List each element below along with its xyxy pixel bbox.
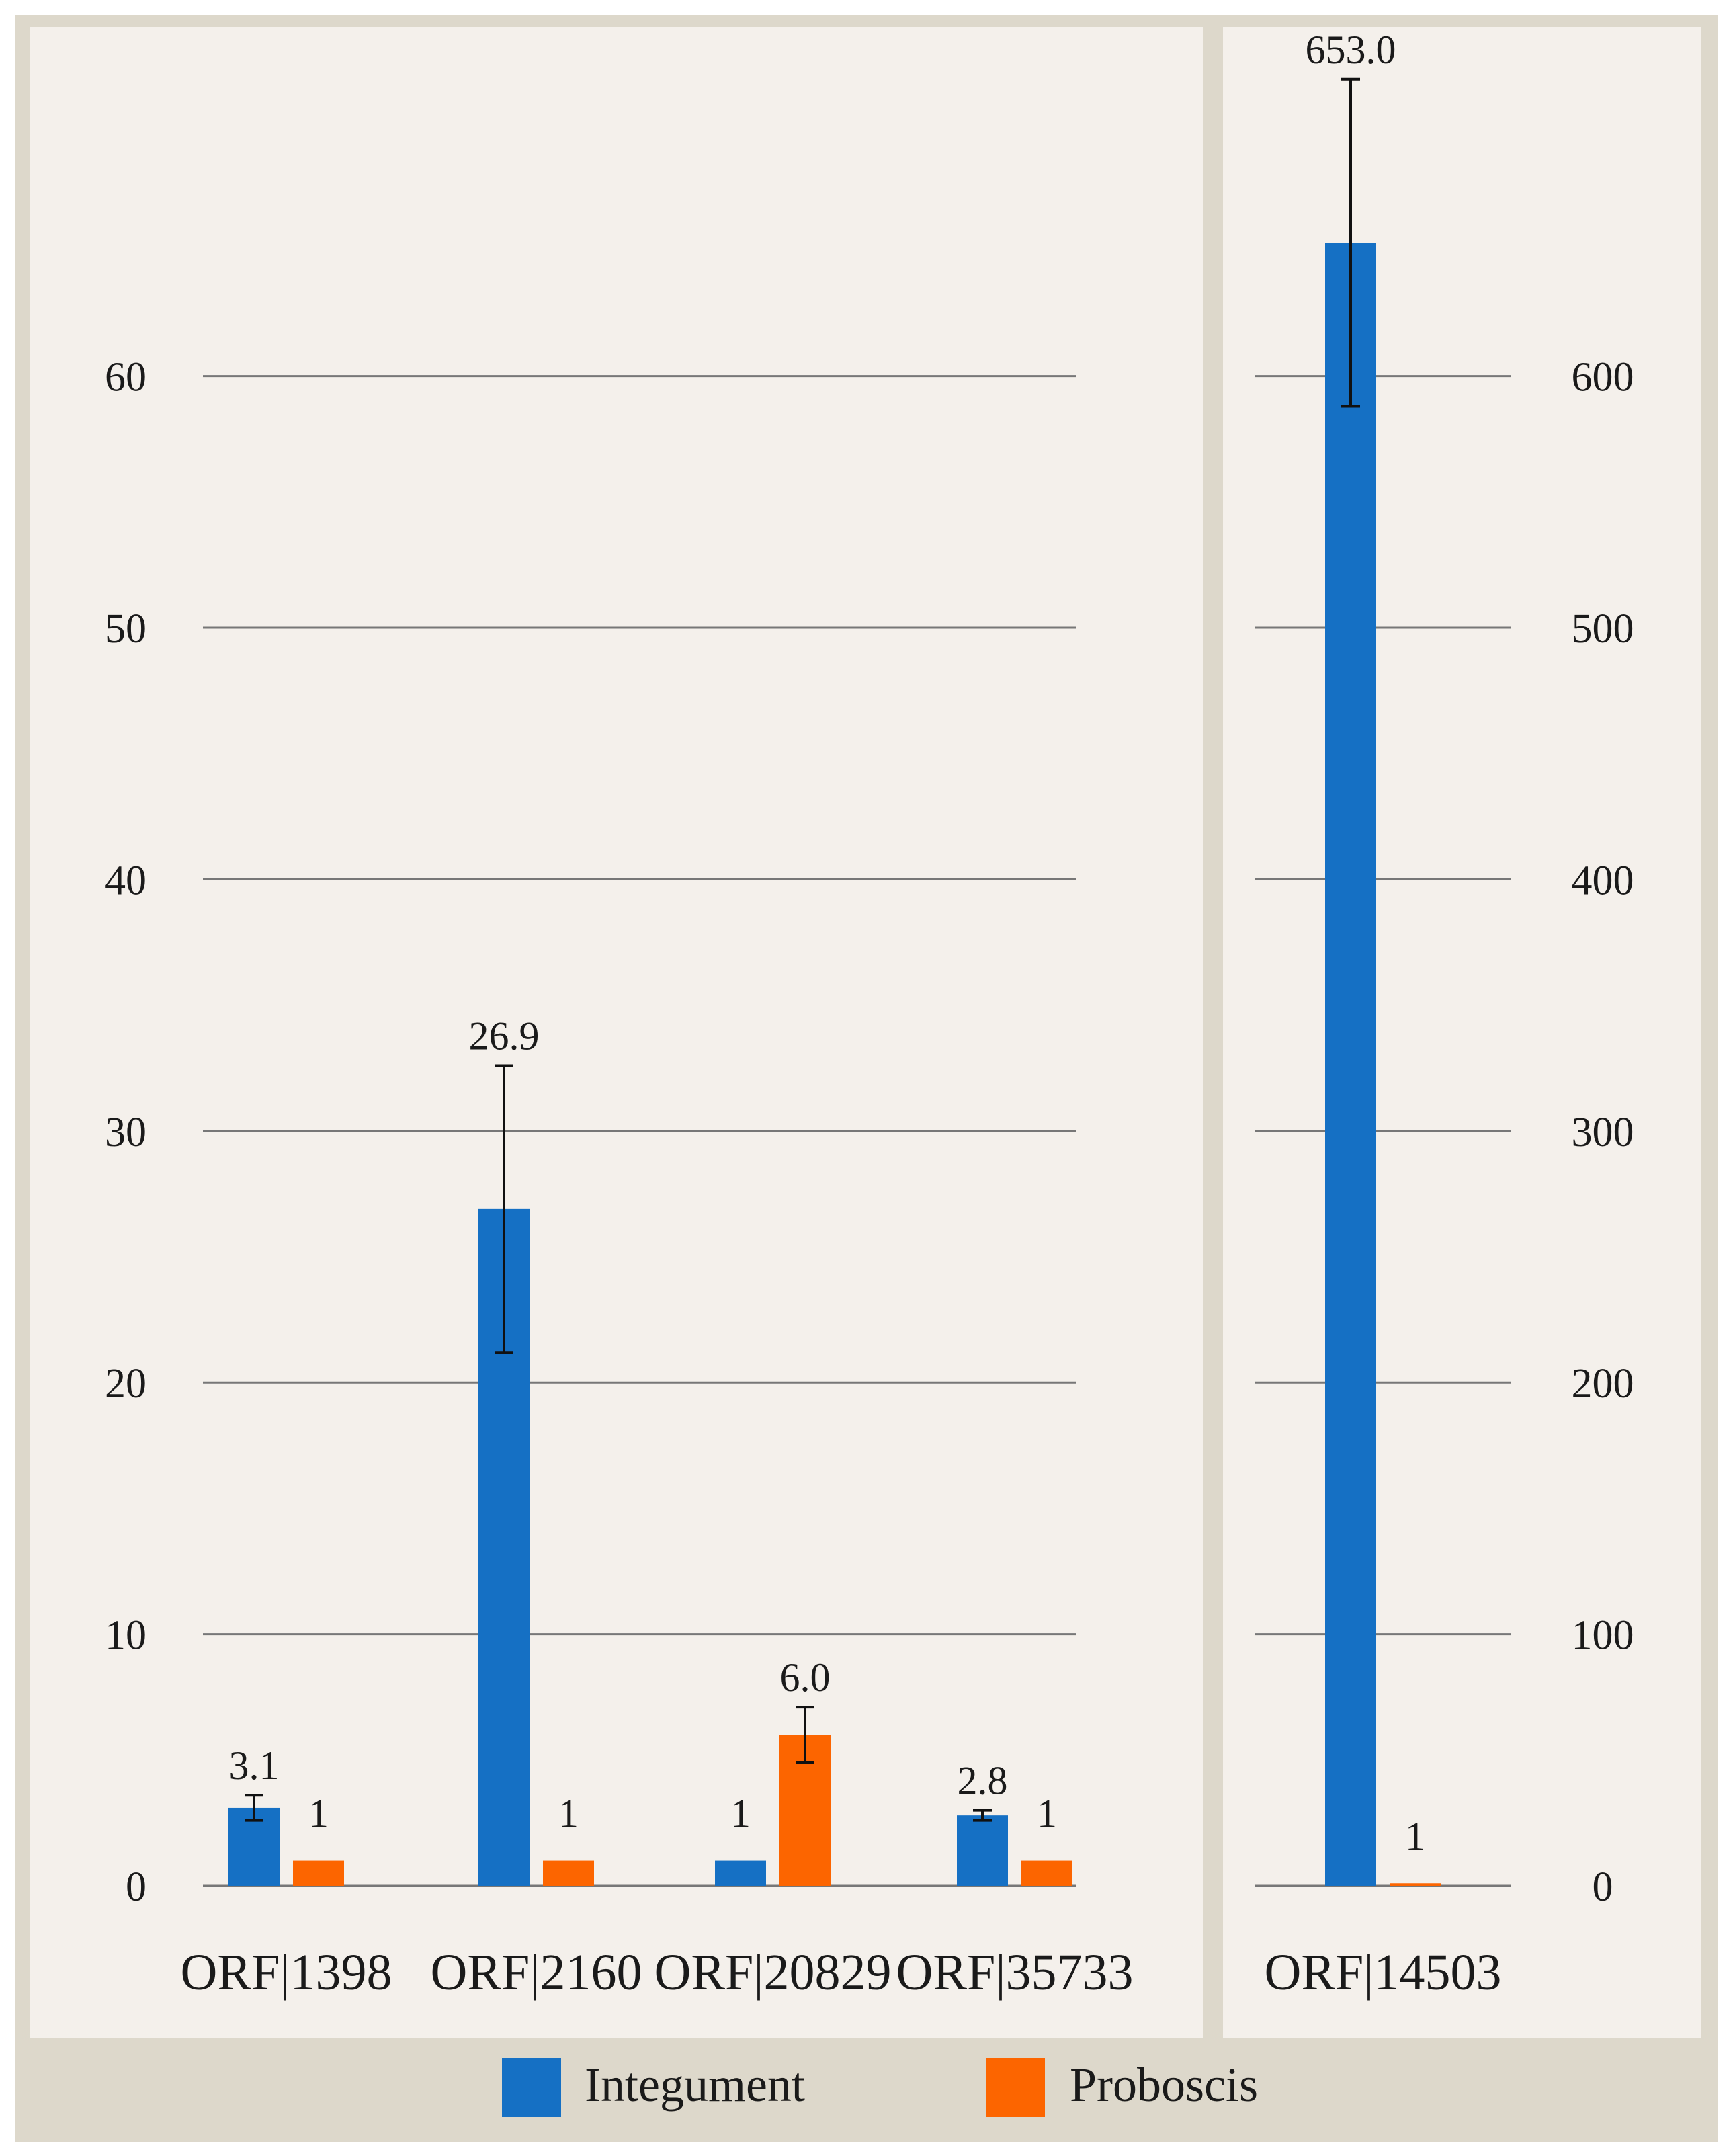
bar-integument-orf-20829 [715, 1860, 766, 1886]
legend-swatch-proboscis [986, 2058, 1045, 2117]
legend: Integument Proboscis [502, 2058, 1258, 2117]
y-tick-label-600: 600 [1572, 355, 1634, 401]
x-tick-label-orf-20829: ORF|20829 [654, 1944, 891, 2001]
y-tick-label-400: 400 [1572, 858, 1634, 903]
y-tick-label-100: 100 [1572, 1613, 1634, 1659]
y-tick-label-200: 200 [1572, 1361, 1634, 1407]
data-label-integument-orf-14503: 653.0 [1306, 28, 1396, 72]
right-panel-background [1223, 27, 1701, 2038]
x-tick-label-orf-2160: ORF|2160 [430, 1944, 642, 2001]
data-label-proboscis-orf-35733: 1 [1037, 1792, 1057, 1836]
data-label-integument-orf-1398: 3.1 [229, 1743, 280, 1788]
chart-panel-right: 0 100 200 300 400 500 600 653.0 1 ORF|14503 [1255, 28, 1634, 2001]
legend-swatch-integument [502, 2058, 561, 2117]
y-tick-label-300: 300 [1572, 1110, 1634, 1155]
y-tick-label-40: 40 [105, 858, 146, 903]
bar-integument-orf-35733 [957, 1815, 1008, 1886]
y-tick-label-60: 60 [105, 355, 146, 401]
y-tick-label-10: 10 [105, 1613, 146, 1659]
data-label-integument-orf-35733: 2.8 [958, 1759, 1008, 1803]
bar-integument-orf-14503 [1325, 243, 1376, 1887]
data-label-proboscis-orf-1398: 1 [308, 1792, 329, 1836]
legend-label-proboscis: Proboscis [1070, 2058, 1258, 2112]
data-label-integument-orf-2160: 26.9 [469, 1013, 540, 1058]
bar-proboscis-orf-14503 [1390, 1883, 1441, 1886]
bar-proboscis-orf-2160 [543, 1860, 594, 1886]
data-label-proboscis-orf-14503: 1 [1405, 1814, 1425, 1858]
data-label-proboscis-orf-2160: 1 [558, 1792, 579, 1836]
left-panel-background [30, 27, 1203, 2038]
legend-label-integument: Integument [585, 2058, 805, 2112]
y-tick-label-50: 50 [105, 606, 146, 652]
data-label-proboscis-orf-20829: 6.0 [780, 1655, 831, 1700]
x-tick-label-orf-14503: ORF|14503 [1264, 1944, 1501, 2001]
y-tick-label-0: 0 [126, 1864, 146, 1910]
y-tick-label-500: 500 [1572, 606, 1634, 652]
y-tick-label-0: 0 [1593, 1864, 1613, 1910]
y-tick-label-20: 20 [105, 1361, 146, 1407]
bar-proboscis-orf-1398 [293, 1860, 344, 1886]
data-label-integument-orf-20829: 1 [730, 1792, 751, 1836]
chart-panel-left: 0 10 20 30 40 50 60 3.1 1 ORF|1398 26.9 1 ORF|2160 1 6… [105, 355, 1134, 2001]
bar-proboscis-orf-35733 [1021, 1860, 1072, 1886]
x-tick-label-orf-35733: ORF|35733 [896, 1944, 1133, 2001]
x-tick-label-orf-1398: ORF|1398 [180, 1944, 392, 2001]
y-tick-label-30: 30 [105, 1110, 146, 1155]
